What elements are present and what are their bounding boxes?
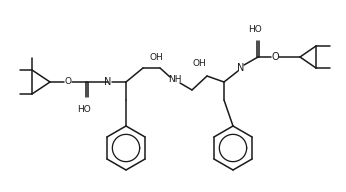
Text: HO: HO xyxy=(77,104,91,113)
Text: N: N xyxy=(104,77,112,87)
Text: O: O xyxy=(271,52,279,62)
Text: OH: OH xyxy=(192,60,206,69)
Text: HO: HO xyxy=(248,26,262,35)
Text: OH: OH xyxy=(149,54,163,63)
Text: N: N xyxy=(237,63,245,73)
Text: O: O xyxy=(64,78,72,87)
Text: NH: NH xyxy=(168,75,182,84)
